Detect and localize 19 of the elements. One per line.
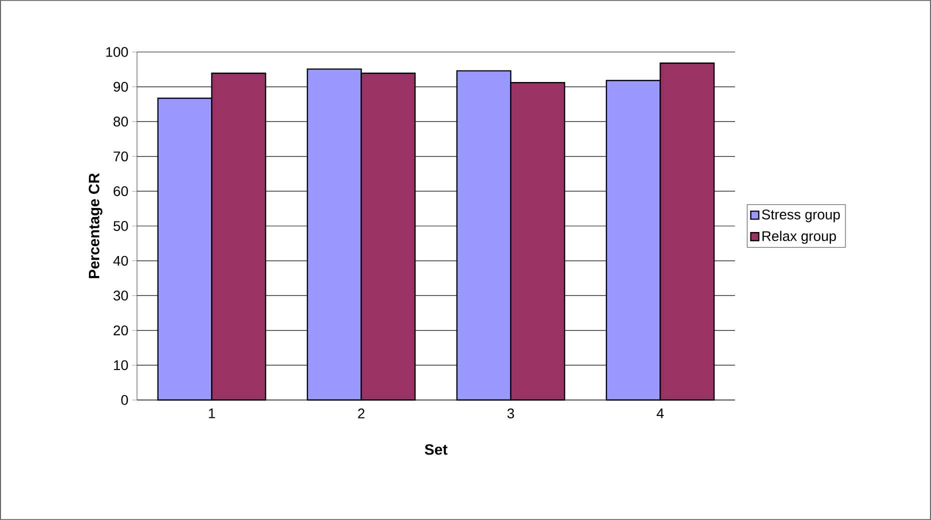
y-tick-label: 10 (114, 360, 128, 370)
y-tick-label: 30 (113, 290, 128, 301)
y-tick-label: 50 (114, 221, 128, 231)
y-tick-label: 80 (114, 116, 128, 127)
y-axis-title: Percentage CR (88, 173, 102, 278)
y-tick-label: 20 (114, 325, 128, 336)
y-tick-label: 40 (113, 256, 128, 266)
y-tick-label: 60 (114, 186, 128, 196)
y-tick-label: 90 (114, 82, 128, 92)
y-tick-label: 100 (106, 47, 128, 57)
x-tick-label: 4 (656, 408, 664, 418)
x-tick-label: 1 (208, 408, 215, 418)
x-tick-label: 3 (507, 408, 514, 418)
x-tick-label: 2 (358, 408, 364, 418)
legend-label: Relax group (762, 230, 836, 244)
legend-label: Stress group (762, 210, 840, 222)
y-tick-label: 0 (121, 395, 128, 405)
y-tick-label: 70 (114, 151, 128, 162)
x-axis-title: Set (424, 444, 448, 455)
